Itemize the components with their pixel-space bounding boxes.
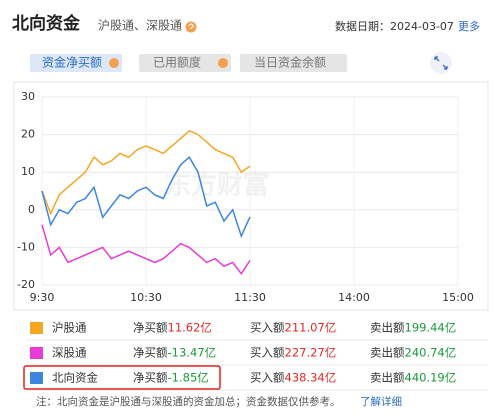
series-line [41, 129, 251, 216]
series-line [41, 156, 251, 239]
date: 数据日期：2024-03-07 [335, 19, 454, 33]
tab-label[interactable]: 已用额度 [153, 55, 201, 70]
table-value: 11.62亿 [168, 321, 212, 335]
x-tick-label: 15:00 [442, 291, 474, 304]
series-line [41, 224, 251, 275]
table-value: 240.74亿 [405, 346, 457, 360]
table-value: 199.44亿 [405, 321, 457, 335]
more-link[interactable]: 更多 [458, 19, 480, 33]
tab-label[interactable]: 资金净买额 [42, 55, 102, 70]
legend-swatch [30, 347, 43, 359]
table-value: 211.07亿 [285, 321, 337, 335]
column-label: 净买额 [133, 346, 168, 360]
legend-label: 深股通 [52, 346, 87, 360]
help-icon[interactable] [185, 21, 197, 33]
chart-frame [13, 81, 489, 311]
column-label: 净买额 [133, 371, 168, 385]
x-tick-label: 11:30 [234, 291, 266, 304]
table-value: -13.47亿 [168, 346, 217, 360]
y-tick-label: 0 [28, 203, 35, 216]
column-label: 卖出额 [370, 346, 405, 360]
subtitle: 沪股通、深股通 [98, 19, 182, 33]
table-value: -1.85亿 [168, 371, 209, 385]
table-value: 438.34亿 [285, 371, 337, 385]
expand-icon[interactable] [430, 52, 452, 74]
y-tick-label: -10 [17, 240, 35, 253]
column-label: 买入额 [250, 371, 285, 385]
tab-label[interactable]: 当日资金余额 [254, 55, 326, 70]
tab[interactable] [30, 54, 122, 72]
title: 北向资金 [12, 13, 81, 34]
legend-swatch [30, 322, 43, 334]
tab[interactable] [139, 54, 231, 72]
watermark: 东方财富 [165, 170, 269, 201]
tab-help [109, 58, 228, 68]
highlight-box [23, 365, 221, 390]
column-label: 卖出额 [370, 371, 405, 385]
table-lines [26, 339, 488, 391]
table-value: 440.19亿 [405, 371, 457, 385]
footer-note: 注：北向资金是沪股通与深股通的资金加总；资金数据仅供参考。 [36, 395, 341, 408]
y-tick-label: 30 [21, 90, 35, 103]
legend-swatch [30, 372, 43, 384]
y-tick-label: 20 [21, 128, 35, 141]
column-label: 买入额 [250, 346, 285, 360]
footer-link[interactable]: 了解详细 [360, 395, 402, 408]
x-tick-label: 9:30 [30, 291, 55, 304]
tab[interactable] [240, 54, 347, 72]
column-label: 卖出额 [370, 321, 405, 335]
y-tick-label: 10 [21, 165, 35, 178]
legend-label: 沪股通 [52, 321, 87, 335]
x-tick-label: 10:30 [130, 291, 162, 304]
y-tick-label: -20 [17, 278, 35, 291]
table-value: 227.27亿 [285, 346, 337, 360]
x-tick-label: 14:00 [338, 291, 370, 304]
column-label: 买入额 [250, 321, 285, 335]
column-label: 净买额 [133, 321, 168, 335]
legend-label: 北向资金 [52, 371, 98, 385]
